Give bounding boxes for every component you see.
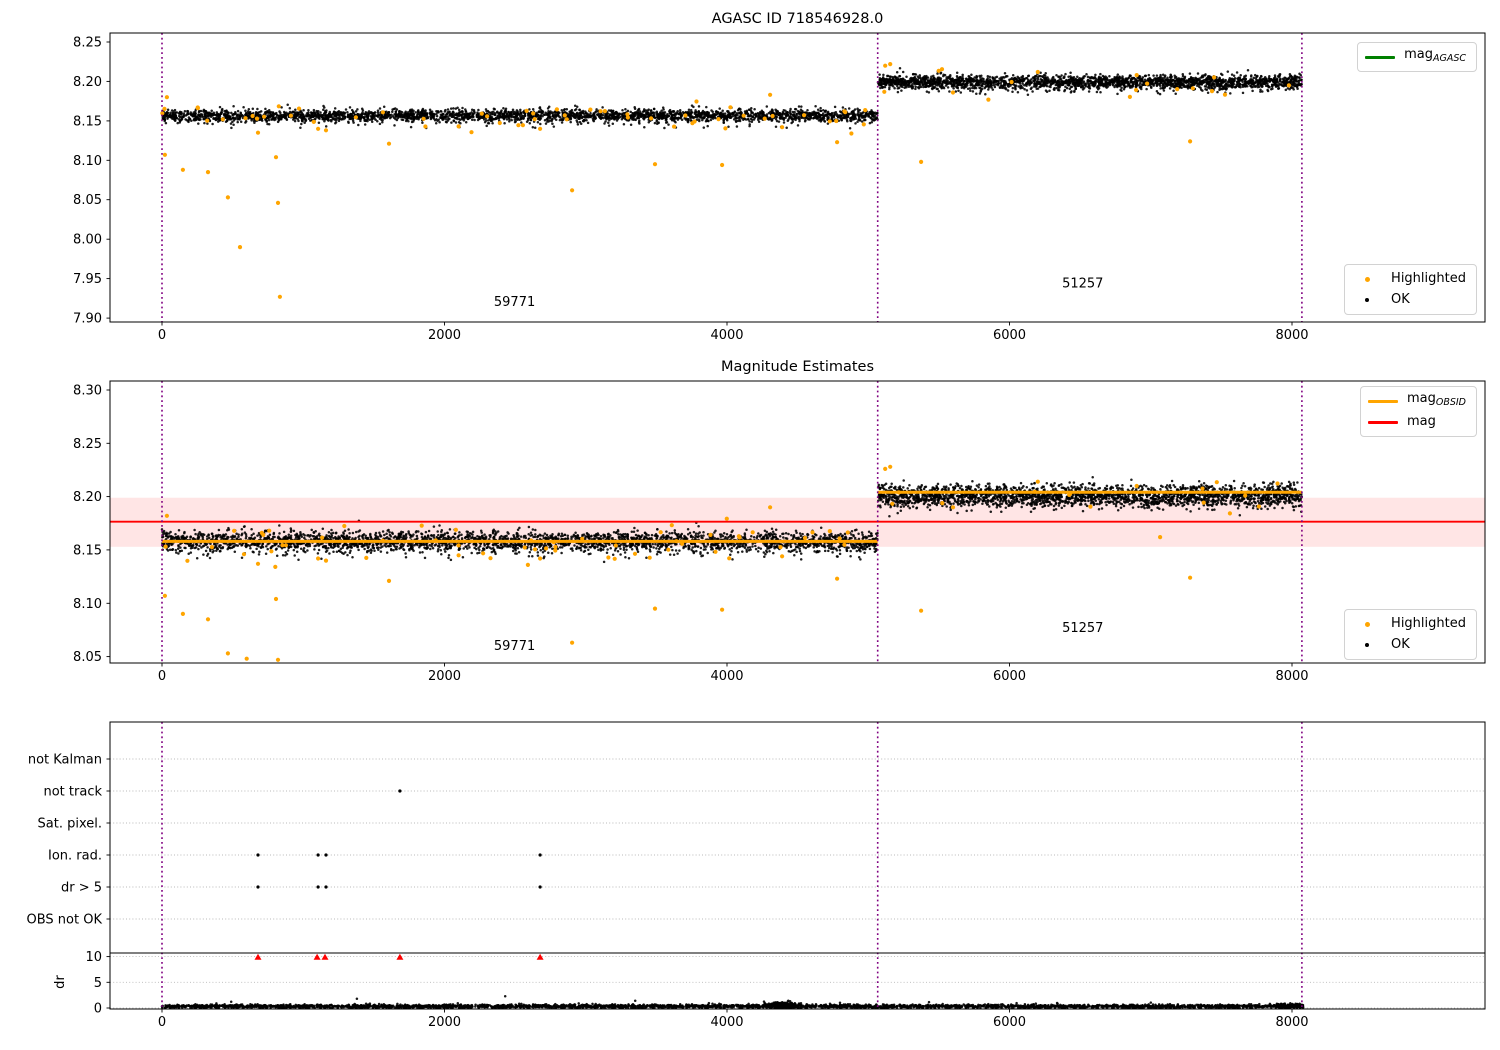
dot-swatch-icon <box>1352 636 1382 654</box>
x-tick-label: 0 <box>158 669 166 684</box>
legend-label: Highlighted <box>1391 616 1466 631</box>
flag-category-label: dr > 5 <box>61 881 102 896</box>
x-tick-label: 4000 <box>710 328 743 343</box>
x-tick-label: 2000 <box>428 328 461 343</box>
legend-label: magOBSID <box>1406 391 1466 408</box>
x-tick-label: 2000 <box>428 669 461 684</box>
legend-top-markers: Highlighted OK <box>1344 264 1477 315</box>
legend-item-highlighted: Highlighted <box>1352 615 1466 633</box>
top-panel-title: AGASC ID 718546928.0 <box>711 11 884 27</box>
x-tick-label: 6000 <box>993 1015 1026 1030</box>
axes-spines <box>109 32 1486 1010</box>
legend-label: mag <box>1406 414 1436 429</box>
mag-obsid-lines <box>162 490 1302 543</box>
legend-item-mag: mag <box>1367 413 1466 431</box>
line-swatch-icon <box>1365 48 1396 66</box>
flag-category-label: Ion. rad. <box>48 849 102 864</box>
tick-marks <box>106 41 1293 1013</box>
x-tick-label: 6000 <box>993 328 1026 343</box>
top-ok-points-layer <box>160 67 1303 130</box>
legend-item-mag-obsid: magOBSID <box>1367 391 1466 410</box>
y-tick-label: 10 <box>85 950 102 965</box>
flags-gridlines <box>110 758 1485 920</box>
obsid-annotation: 51257 <box>1062 621 1103 636</box>
legend-label: Highlighted <box>1391 271 1466 286</box>
y-tick-label: 8.05 <box>73 193 102 208</box>
y-tick-label: 8.05 <box>73 650 102 665</box>
flag-category-label: Sat. pixel. <box>38 817 102 832</box>
x-tick-label: 0 <box>158 328 166 343</box>
top-highlighted-points-layer <box>160 62 1291 299</box>
middle-panel-title: Magnitude Estimates <box>720 359 875 375</box>
x-tick-label: 8000 <box>1275 328 1308 343</box>
y-tick-label: 8.20 <box>73 75 102 90</box>
dot-swatch-icon <box>1352 291 1382 309</box>
y-tick-label: 8.00 <box>73 233 102 248</box>
obsid-annotation: 59771 <box>494 639 535 654</box>
y-tick-label: 8.10 <box>73 154 102 169</box>
x-tick-label: 6000 <box>993 669 1026 684</box>
dr-points-layer <box>160 994 1305 1009</box>
x-tick-label: 0 <box>158 1015 166 1030</box>
obsid-annotation: 51257 <box>1062 276 1103 291</box>
legend-label: OK <box>1391 292 1410 307</box>
y-tick-label: 7.95 <box>73 272 102 287</box>
legend-item-ok: OK <box>1352 636 1466 654</box>
flag-category-label: not track <box>43 785 102 800</box>
flag-category-label: OBS not OK <box>27 913 103 928</box>
x-tick-label: 8000 <box>1275 669 1308 684</box>
flag-category-label: not Kalman <box>28 753 102 768</box>
dot-swatch-icon <box>1352 270 1382 288</box>
legend-mag-agasc: magAGASC <box>1357 42 1477 72</box>
y-tick-label: 8.15 <box>73 543 102 558</box>
y-tick-label: 8.10 <box>73 597 102 612</box>
y-tick-label: 0 <box>94 1002 102 1017</box>
dr-axis-label: dr <box>53 975 68 989</box>
x-tick-label: 8000 <box>1275 1015 1308 1030</box>
y-tick-label: 8.25 <box>73 437 102 452</box>
obsid-boundary-lines <box>161 33 1303 1009</box>
y-tick-label: 8.15 <box>73 114 102 129</box>
legend-middle-markers: Highlighted OK <box>1344 609 1477 660</box>
dr-gridlines <box>110 956 1485 1009</box>
legend-item-ok: OK <box>1352 291 1466 309</box>
x-tick-label: 4000 <box>710 669 743 684</box>
line-swatch-icon <box>1367 392 1398 410</box>
legend-item-highlighted: Highlighted <box>1352 270 1466 288</box>
y-tick-label: 8.30 <box>73 384 102 399</box>
y-tick-label: 8.20 <box>73 490 102 505</box>
legend-mag-obsid: magOBSID mag <box>1359 386 1477 437</box>
legend-label: OK <box>1391 637 1410 652</box>
dot-swatch-icon <box>1352 615 1382 633</box>
legend-item-mag-agasc: magAGASC <box>1365 47 1466 66</box>
y-tick-label: 5 <box>94 976 102 991</box>
y-tick-label: 7.90 <box>73 312 102 327</box>
legend-label: magAGASC <box>1404 47 1466 64</box>
flag-points-layer <box>256 789 542 889</box>
y-tick-label: 8.25 <box>73 36 102 51</box>
dr-clipped-markers <box>254 953 544 960</box>
x-tick-label: 2000 <box>428 1015 461 1030</box>
line-swatch-icon <box>1367 413 1398 431</box>
tick-labels: 0 0 0 2000 2000 2000 4000 4000 4000 6000 6000 6000 8… <box>27 36 1309 1031</box>
x-tick-label: 4000 <box>710 1015 743 1030</box>
obsid-annotation: 59771 <box>494 295 535 310</box>
